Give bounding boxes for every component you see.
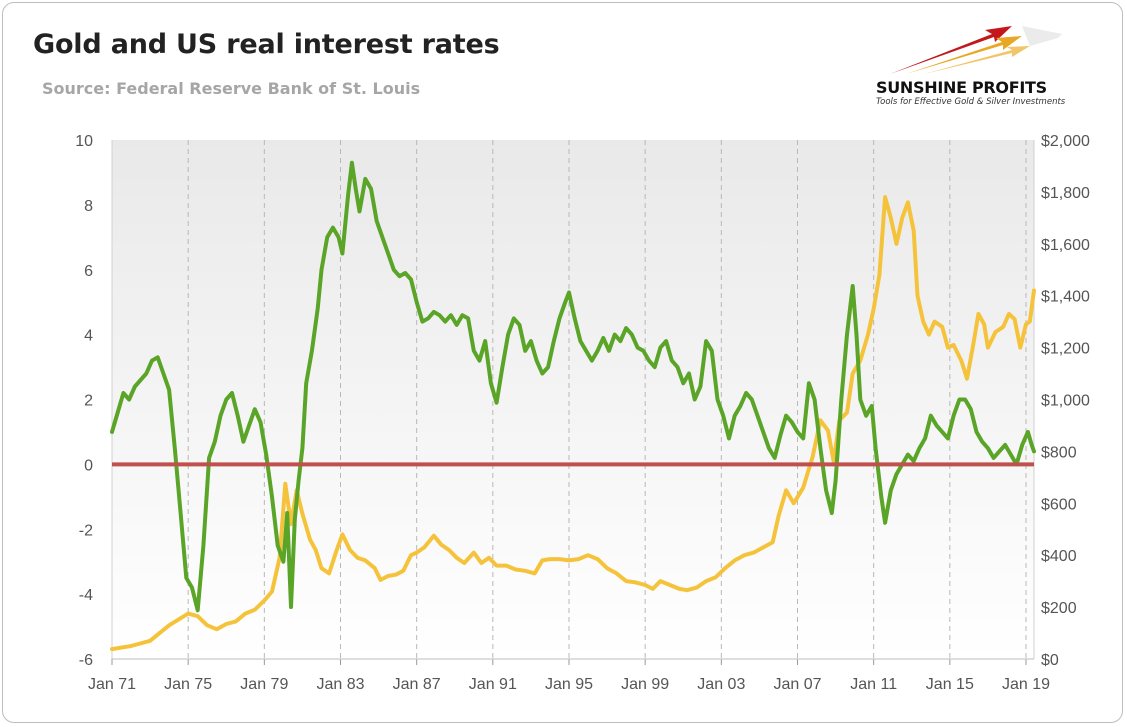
gold-price-line — [110, 195, 1036, 652]
right-y-tick-label: $0 — [1041, 652, 1059, 669]
series — [110, 160, 1036, 652]
x-tick-label: Jan 15 — [926, 676, 974, 693]
sunshine-profits-logo: SUNSHINE PROFITS Tools for Effective Gol… — [872, 20, 1072, 110]
logo-tagline: Tools for Effective Gold & Silver Invest… — [876, 97, 1066, 107]
x-tick-label: Jan 91 — [469, 676, 517, 693]
logo-arrow-icon — [890, 26, 1062, 74]
x-tick-label: Jan 71 — [88, 676, 136, 693]
left-y-tick-label: 2 — [84, 393, 93, 410]
x-tick-label: Jan 95 — [545, 676, 593, 693]
logo-name: SUNSHINE PROFITS — [876, 78, 1047, 97]
right-y-tick-label: $600 — [1041, 496, 1077, 513]
real-interest-rate-line — [110, 160, 1036, 613]
right-y-tick-label: $1,400 — [1041, 289, 1090, 306]
chart-title: Gold and US real interest rates — [33, 29, 500, 60]
left-y-tick-label: 0 — [84, 457, 93, 474]
right-y-tick-label: $800 — [1041, 444, 1077, 461]
x-tick-label: Jan 79 — [240, 676, 288, 693]
right-y-tick-label: $1,600 — [1041, 237, 1090, 254]
right-y-tick-label: $1,200 — [1041, 341, 1090, 358]
chart-subtitle: Source: Federal Reserve Bank of St. Loui… — [42, 79, 421, 98]
right-y-tick-label: $2,000 — [1041, 133, 1090, 150]
left-y-tick-label: 10 — [75, 133, 93, 150]
x-tick-label: Jan 83 — [316, 676, 364, 693]
right-y-tick-label: $1,800 — [1041, 185, 1090, 202]
axes: Jan 71 Jan 75 Jan 79 Jan 83 Jan 87 Jan 91 Jan … — [75, 133, 1090, 693]
x-tick-label: Jan 87 — [393, 676, 441, 693]
x-tick-label: Jan 19 — [1002, 676, 1050, 693]
left-y-tick-label: -4 — [79, 587, 93, 604]
left-y-tick-label: 8 — [84, 198, 93, 215]
right-y-tick-label: $1,000 — [1041, 393, 1090, 410]
plot-area — [112, 140, 1034, 659]
x-tick-label: Jan 99 — [621, 676, 669, 693]
x-tick-label: Jan 07 — [773, 676, 821, 693]
x-tick-label: Jan 03 — [697, 676, 745, 693]
left-y-tick-label: 4 — [84, 328, 93, 345]
right-y-tick-label: $200 — [1041, 600, 1077, 617]
x-tick-label: Jan 75 — [164, 676, 212, 693]
left-y-tick-label: -2 — [79, 522, 93, 539]
left-y-tick-label: 6 — [84, 263, 93, 280]
x-tick-label: Jan 11 — [850, 676, 897, 693]
left-y-tick-label: -6 — [79, 652, 93, 669]
right-y-tick-label: $400 — [1041, 548, 1077, 565]
